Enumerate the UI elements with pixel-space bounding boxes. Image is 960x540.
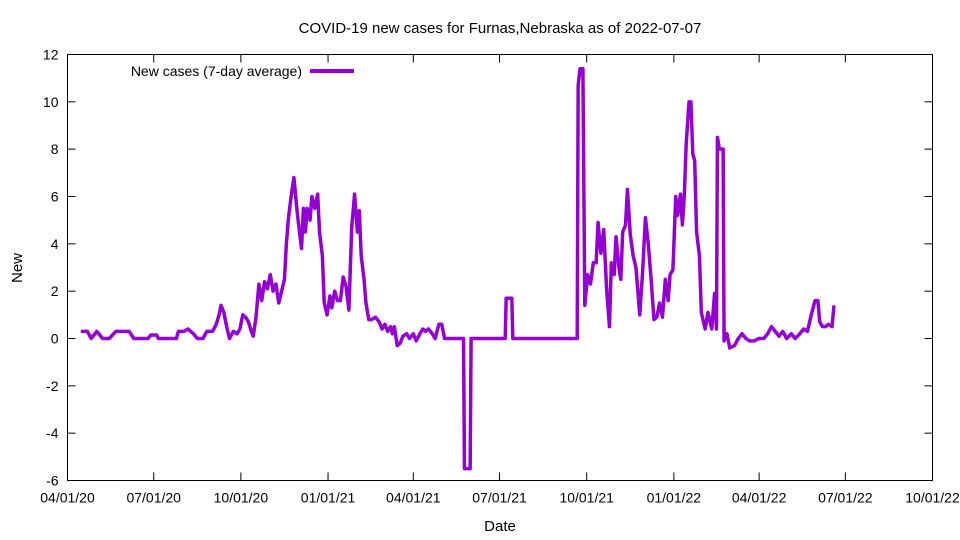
x-tick-label: 10/01/22 [905,490,960,506]
y-tick-label: 6 [51,189,59,205]
y-tick-label: 10 [43,94,59,110]
y-tick-label: -4 [46,425,59,441]
y-tick-label: 12 [43,47,59,63]
x-tick-label: 04/01/20 [40,490,95,506]
y-tick-label: 8 [51,141,59,157]
x-tick-label: 01/01/21 [301,490,356,506]
y-axis: -6 -4 -2 0 2 4 6 8 10 12 [43,47,933,489]
x-tick-label: 04/01/21 [386,490,441,506]
x-tick-label: 10/01/21 [559,490,614,506]
x-tick-label: 10/01/20 [214,490,269,506]
legend-label: New cases (7-day average) [131,63,302,79]
y-tick-label: -2 [46,378,59,394]
x-tick-label: 07/01/21 [472,490,527,506]
y-tick-label: 4 [51,236,59,252]
y-tick-label: 2 [51,283,59,299]
legend: New cases (7-day average) [131,63,354,79]
series-line-new-cases [80,66,836,471]
x-tick-label: 07/01/20 [126,490,181,506]
x-axis: 04/01/20 07/01/20 10/01/20 01/01/21 04/01/21… [40,54,960,506]
chart-title: COVID-19 new cases for Furnas,Nebraska a… [299,20,702,37]
y-tick-label: -6 [46,473,59,489]
plot-frame [67,54,933,481]
x-axis-title: Date [484,518,516,535]
x-tick-label: 01/01/22 [647,490,702,506]
y-axis-title: New [9,253,26,283]
x-tick-label: 04/01/22 [732,490,787,506]
x-tick-label: 07/01/22 [818,490,873,506]
y-tick-label: 0 [51,331,59,347]
